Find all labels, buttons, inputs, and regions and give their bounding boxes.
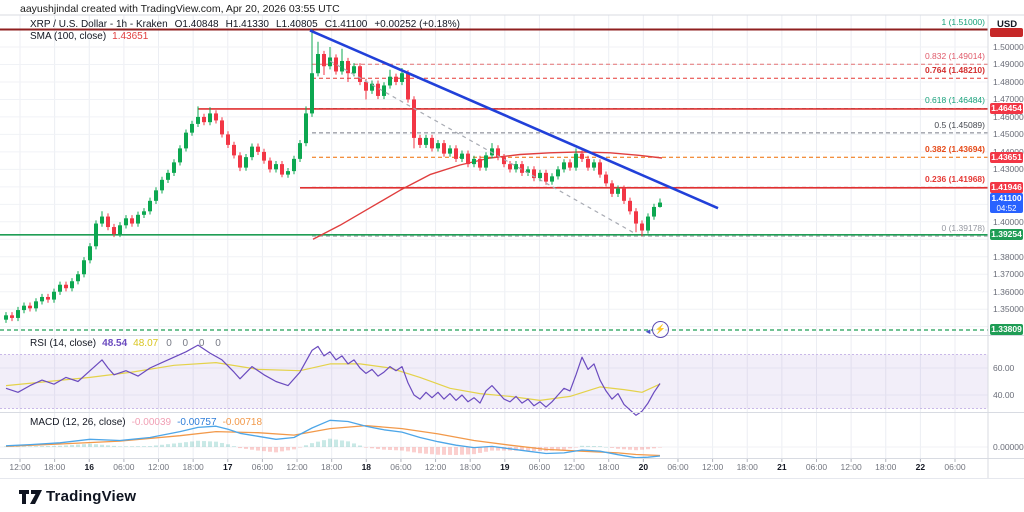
price-axis-label: 1.48000 bbox=[993, 76, 1024, 87]
macd-value: -0.00757 bbox=[177, 417, 217, 428]
time-axis-label: 18:00 bbox=[736, 462, 758, 472]
ohlc-close: C1.41100 bbox=[324, 19, 368, 30]
rsi-extra-values: 0 0 0 0 bbox=[166, 338, 225, 349]
ohlc-high: H1.41330 bbox=[225, 19, 269, 30]
time-axis-label: 18:00 bbox=[182, 462, 204, 472]
arrow-icon: ◄ bbox=[644, 327, 652, 336]
main-price-pane[interactable] bbox=[0, 15, 988, 335]
ohlc-low: L1.40805 bbox=[275, 19, 318, 30]
axis-currency-label: USD bbox=[997, 19, 1018, 30]
time-axis-label: 18:00 bbox=[43, 462, 66, 472]
fib-level-label: 0.832 (1.49014) bbox=[924, 51, 985, 62]
price-badge: 1.33809 bbox=[990, 324, 1023, 336]
rsi-ma-value: 48.07 bbox=[133, 338, 159, 349]
time-axis-label: 21 bbox=[777, 462, 787, 472]
rsi-axis-label: 40.00 bbox=[993, 390, 1015, 400]
macd-label: MACD (12, 26, close) bbox=[30, 417, 126, 428]
flash-cursor-icon[interactable]: ◄ ⚡ bbox=[644, 320, 670, 340]
price-badge: 1.41100 04:52 bbox=[990, 192, 1023, 213]
price-axis-label: 1.50000 bbox=[993, 42, 1024, 52]
rsi-axis-label: 60.00 bbox=[993, 363, 1015, 373]
time-axis-label: 18:00 bbox=[875, 462, 897, 472]
sma-value: 1.43651 bbox=[112, 31, 149, 42]
time-axis-label: 06:00 bbox=[390, 462, 412, 472]
time-axis-label: 16 bbox=[84, 462, 94, 472]
time-axis-label: 06:00 bbox=[944, 462, 966, 472]
countdown-timer: 04:52 bbox=[996, 203, 1017, 213]
time-axis-label: 12:00 bbox=[701, 462, 724, 472]
tradingview-logo-icon[interactable] bbox=[18, 487, 44, 507]
time-axis-label: 20 bbox=[638, 462, 649, 472]
fib-level-label: 0 (1.39178) bbox=[941, 223, 985, 234]
time-axis-label: 18:00 bbox=[459, 462, 481, 472]
rsi-legend[interactable]: RSI (14, close) 48.54 48.07 0 0 0 0 bbox=[30, 338, 225, 349]
macd-axis-label: 0.00000 bbox=[993, 442, 1024, 452]
time-axis-label: 12:00 bbox=[9, 462, 31, 472]
price-axis-label: 1.46000 bbox=[993, 111, 1024, 122]
price-axis-label: 1.47000 bbox=[993, 94, 1024, 105]
time-axis-label: 06:00 bbox=[667, 462, 689, 472]
symbol-title: XRP / U.S. Dollar - 1h - Kraken bbox=[30, 19, 168, 30]
price-badge: 1.41946 bbox=[990, 181, 1023, 193]
time-axis-label: 18:00 bbox=[321, 462, 343, 472]
price-change: +0.00252 (+0.18%) bbox=[374, 19, 460, 30]
time-axis-label: 19 bbox=[500, 462, 510, 472]
rsi-label: RSI (14, close) bbox=[30, 338, 97, 349]
ohlc-open: O1.40848 bbox=[174, 19, 219, 30]
time-axis-label: 18 bbox=[361, 462, 372, 472]
time-axis-label: 06:00 bbox=[805, 462, 828, 472]
macd-signal-value: -0.00718 bbox=[222, 417, 263, 428]
price-axis-label: 1.40000 bbox=[993, 216, 1024, 227]
macd-histogram-value: -0.00039 bbox=[131, 417, 172, 428]
tradingview-logo-text[interactable]: TradingView bbox=[46, 488, 137, 505]
time-axis-label: 12:00 bbox=[840, 462, 862, 472]
time-axis-label: 22 bbox=[915, 462, 926, 472]
time-axis-label: 12:00 bbox=[563, 462, 585, 472]
macd-legend[interactable]: MACD (12, 26, close) -0.00039 -0.00757 -0.0… bbox=[30, 417, 262, 428]
price-badge: 1.46454 bbox=[990, 102, 1023, 114]
price-axis-label: 1.38000 bbox=[993, 251, 1024, 262]
time-axis-label: 12:00 bbox=[286, 462, 308, 472]
price-axis-label: 1.49000 bbox=[993, 59, 1024, 70]
fib-level-label: 0.5 (1.45089) bbox=[934, 119, 985, 130]
price-axis-label: 1.45000 bbox=[993, 129, 1024, 140]
time-axis-label: 06:00 bbox=[251, 462, 274, 472]
price-badge: 1.39254 bbox=[990, 228, 1023, 240]
rsi-value: 48.54 bbox=[102, 338, 128, 349]
price-axis-label: 1.43000 bbox=[993, 164, 1024, 175]
fib-level-label: 1 (1.51000) bbox=[941, 16, 985, 27]
price-badge: 1.43651 bbox=[990, 151, 1023, 163]
price-axis-label: 1.35000 bbox=[993, 304, 1024, 315]
fib-level-label: 0.764 (1.48210) bbox=[924, 65, 985, 76]
symbol-legend[interactable]: XRP / U.S. Dollar - 1h - Kraken O1.40848 H… bbox=[30, 19, 467, 30]
sma-label: SMA (100, close) bbox=[30, 31, 107, 42]
price-axis-label: 1.37000 bbox=[993, 269, 1024, 280]
price-axis-label: 1.44000 bbox=[993, 147, 1024, 157]
lightning-icon: ⚡ bbox=[652, 321, 669, 338]
time-axis-label: 12:00 bbox=[147, 462, 170, 472]
time-axis-label: 06:00 bbox=[528, 462, 551, 472]
price-badge bbox=[990, 28, 1023, 37]
price-axis-label: 1.36000 bbox=[993, 286, 1024, 297]
time-axis-label: 12:00 bbox=[424, 462, 447, 472]
footer-bar: TradingView bbox=[0, 478, 1024, 512]
attribution-text: aayushjindal created with TradingView.co… bbox=[20, 3, 340, 15]
time-axis-label: 06:00 bbox=[113, 462, 135, 472]
time-axis-label: 18:00 bbox=[598, 462, 620, 472]
fib-level-label: 0.382 (1.43694) bbox=[924, 144, 985, 155]
time-axis-label: 17 bbox=[223, 462, 233, 472]
fib-level-label: 0.618 (1.46484) bbox=[924, 95, 985, 106]
sma-legend[interactable]: SMA (100, close) 1.43651 bbox=[30, 31, 148, 42]
fib-level-label: 0.236 (1.41968) bbox=[924, 174, 985, 185]
